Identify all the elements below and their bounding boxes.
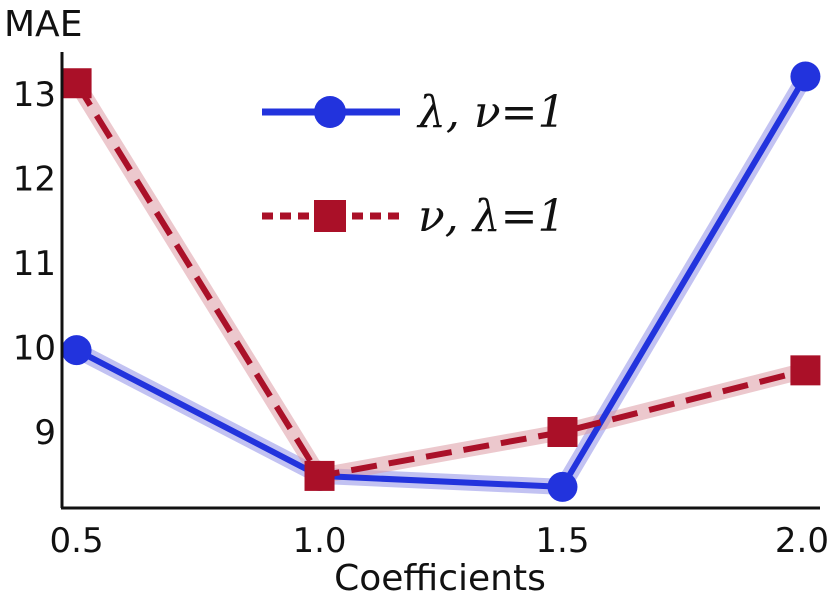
y-tick-labels: 9 10 11 12 13 xyxy=(13,75,56,453)
series-1-point-3 xyxy=(547,471,578,502)
legend-marker-1 xyxy=(314,96,346,128)
series-2-band xyxy=(68,75,814,484)
x-tick-label: 0.5 xyxy=(50,521,104,561)
series-markers xyxy=(61,61,821,502)
confidence-bands xyxy=(68,68,814,495)
x-tick-labels: 0.5 1.0 1.5 2.0 xyxy=(50,521,829,561)
legend-label-1: λ, ν=1 xyxy=(416,87,565,138)
series-lines xyxy=(74,74,809,490)
x-tick-label: 1.5 xyxy=(535,521,589,561)
y-axis-title: MAE xyxy=(4,4,82,45)
legend: λ, ν=1 ν, λ=1 xyxy=(262,87,565,242)
x-tick-label: 2.0 xyxy=(775,521,829,561)
series-2-point-2 xyxy=(304,460,335,491)
y-tick-label: 13 xyxy=(13,75,56,115)
y-tick-label: 9 xyxy=(34,413,56,453)
legend-marker-2 xyxy=(314,200,346,232)
series-2-point-1 xyxy=(61,68,92,99)
series-1-point-1 xyxy=(61,335,92,366)
series-1-line xyxy=(75,74,809,490)
series-1-point-4 xyxy=(790,61,821,92)
series-2-point-4 xyxy=(790,355,821,386)
y-tick-label: 10 xyxy=(13,329,56,369)
series-2-line xyxy=(74,81,807,479)
x-axis-title: Coefficients xyxy=(334,558,546,594)
series-1-band xyxy=(68,68,814,495)
legend-label-2: ν, λ=1 xyxy=(418,191,565,242)
axes xyxy=(60,52,820,510)
y-tick-label: 12 xyxy=(13,160,56,200)
series-2-point-3 xyxy=(547,417,578,447)
x-tick-label: 1.0 xyxy=(292,521,346,561)
y-tick-label: 11 xyxy=(13,244,56,284)
